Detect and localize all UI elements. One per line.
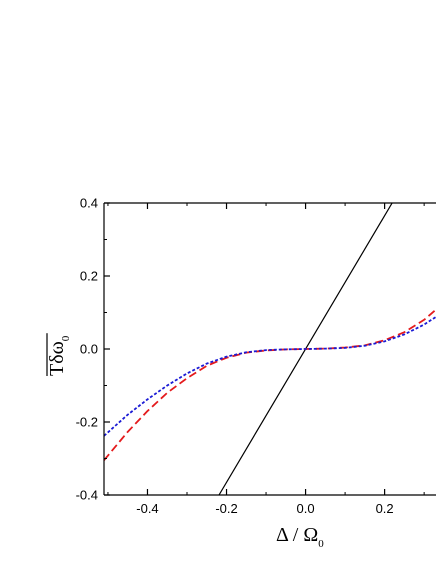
axes: -0.4 -0.2 0.0 0.2 -0.4 -0.2 0.0 0.2 0.4: [76, 196, 436, 516]
y-tick-label: -0.2: [76, 415, 98, 430]
svg-text:Tδω0: Tδω0: [46, 335, 72, 376]
x-tick-label: 0.0: [297, 501, 315, 516]
y-tick-label: -0.4: [76, 488, 98, 503]
x-tick-label: 0.2: [376, 501, 394, 516]
series-line-3: [104, 316, 436, 437]
x-tick-label: -0.2: [215, 501, 237, 516]
y-axis-title-main: Tδω: [46, 341, 68, 376]
y-tick-label: 0.2: [80, 269, 98, 284]
x-axis-title-main: Δ / Ω: [276, 524, 318, 546]
series-line-2: [104, 308, 436, 461]
x-axis-title: Δ / Ω0: [276, 524, 324, 550]
y-tick-label: 0.4: [80, 196, 98, 211]
y-axis-title: Tδω0: [46, 333, 72, 376]
y-axis-title-subscript: 0: [60, 335, 72, 341]
x-tick-label: -0.4: [136, 501, 158, 516]
plot-area: [104, 203, 436, 495]
x-axis-title-subscript: 0: [318, 538, 324, 550]
y-tick-label: 0.0: [80, 342, 98, 357]
